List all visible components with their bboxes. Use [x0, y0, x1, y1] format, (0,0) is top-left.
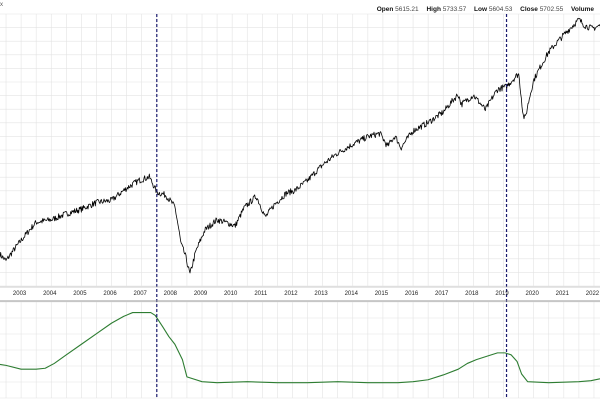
close-value: 5702.55 [539, 6, 564, 13]
high-label: High [426, 6, 441, 13]
x-tick-label: 2012 [284, 291, 298, 297]
x-tick-label: 2009 [194, 291, 208, 297]
open-value: 5615.21 [395, 6, 419, 13]
x-tick-label: 2019 [495, 291, 509, 297]
close-label: Close [520, 6, 538, 13]
x-tick-label: 2006 [103, 291, 117, 297]
x-tick-label: 2021 [556, 291, 570, 297]
x-tick-label: 2010 [224, 291, 238, 297]
x-tick-label: 2013 [314, 291, 328, 297]
open-label: Open [376, 6, 394, 13]
high-value: 5733.57 [442, 6, 467, 13]
x-tick-label: 2005 [73, 291, 87, 297]
x-axis: 2003 2004 2005 2006 2007 2008 2009 2010 2011 2012… [13, 291, 600, 297]
x-tick-label: 2003 [13, 291, 27, 297]
x-tick-label: 2016 [405, 291, 419, 297]
x-tick-label: 2017 [435, 291, 449, 297]
volume-label: Volume [571, 6, 594, 13]
x-tick-label: 2015 [375, 291, 389, 297]
low-value: 5604.53 [488, 6, 513, 13]
x-tick-label: 2020 [525, 291, 539, 297]
price-series [0, 17, 600, 274]
price-pane-grid [0, 13, 600, 287]
low-label: Low [474, 6, 488, 13]
x-tick-label: 2014 [345, 291, 359, 297]
indicator-pane-grid [0, 301, 600, 399]
indicator-line [0, 312, 600, 384]
x-tick-label: 2007 [134, 291, 148, 297]
x-tick-label: 2004 [43, 291, 57, 297]
indicator-series [0, 312, 600, 384]
event-markers [156, 14, 508, 398]
corner-glyph: x [0, 2, 3, 8]
price-line [0, 17, 600, 274]
x-tick-label: 2011 [254, 291, 268, 297]
x-tick-label: 2022 [586, 291, 600, 297]
ohlc-readout: Open 5615.21 High 5733.57 Low 5604.53 Cl… [377, 6, 600, 13]
x-tick-label: 2008 [164, 291, 178, 297]
x-tick-label: 2018 [465, 291, 479, 297]
